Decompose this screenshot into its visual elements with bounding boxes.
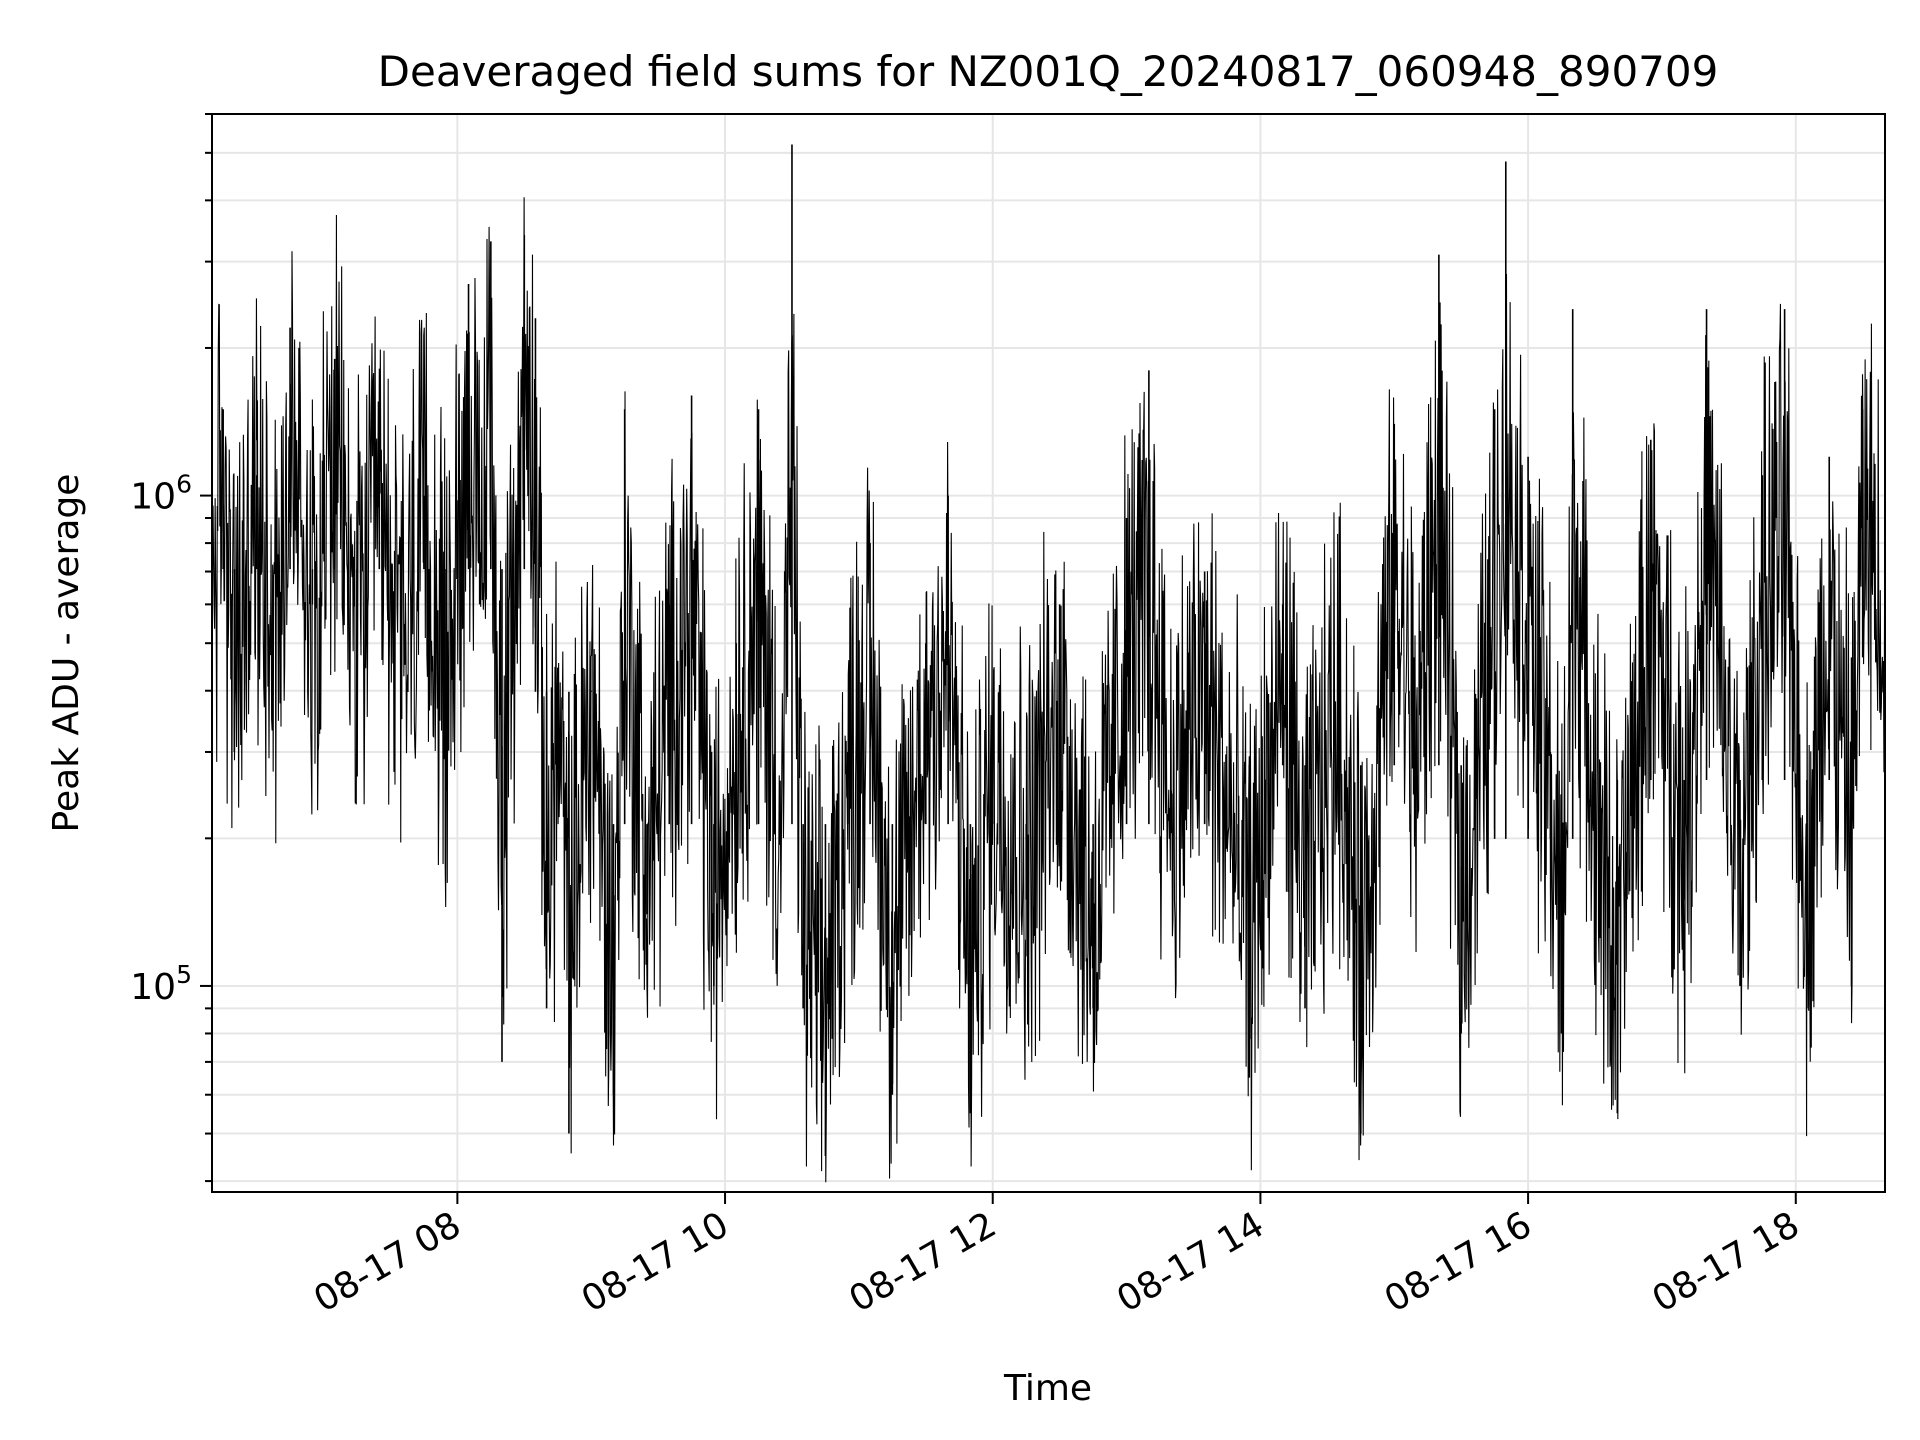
y-axis-label: Peak ADU - average	[46, 474, 87, 833]
plot-frame	[211, 113, 1886, 1193]
x-axis-label: Time	[1003, 1368, 1092, 1409]
y-tick-exponent: 5	[176, 960, 192, 989]
y-tick-exponent: 6	[176, 470, 192, 499]
chart-title: Deaveraged field sums for NZ001Q_2024081…	[378, 47, 1719, 96]
